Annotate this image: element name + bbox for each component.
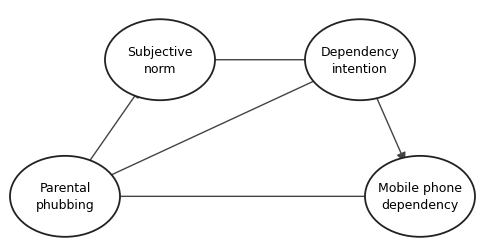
Ellipse shape bbox=[105, 20, 215, 101]
Ellipse shape bbox=[365, 156, 475, 237]
Text: Mobile phone
dependency: Mobile phone dependency bbox=[378, 182, 462, 211]
Text: Parental
phubbing: Parental phubbing bbox=[36, 182, 94, 211]
Text: Dependency
intention: Dependency intention bbox=[320, 46, 400, 75]
Ellipse shape bbox=[10, 156, 120, 237]
Ellipse shape bbox=[305, 20, 415, 101]
Text: Subjective
norm: Subjective norm bbox=[127, 46, 193, 75]
